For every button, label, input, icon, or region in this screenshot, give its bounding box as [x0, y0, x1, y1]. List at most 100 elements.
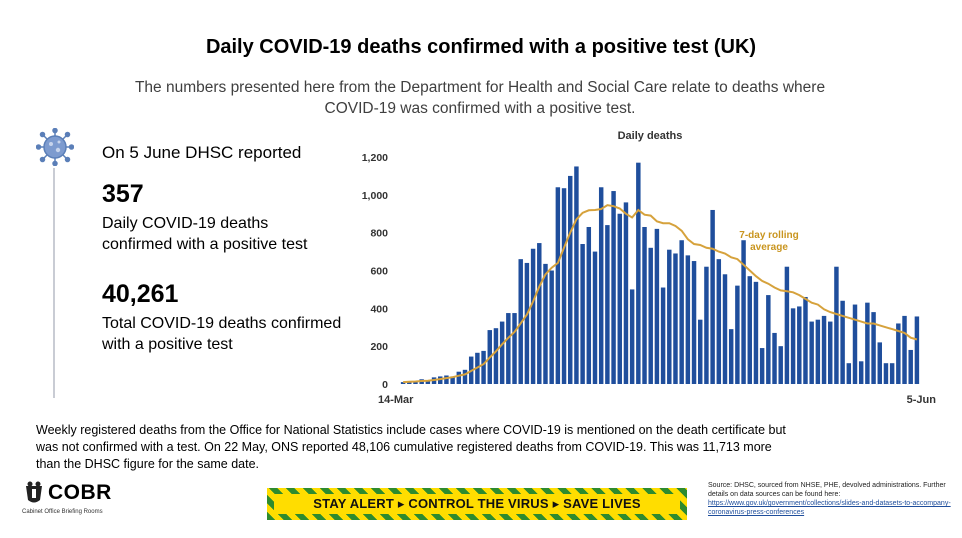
crest-icon	[26, 481, 42, 503]
bar	[444, 375, 449, 384]
x-end-label: 5-Jun	[907, 394, 937, 406]
bar	[598, 187, 604, 384]
bar	[809, 321, 814, 384]
source-note: Source: DHSC, sourced from NHSE, PHE, de…	[708, 481, 958, 517]
source-link[interactable]: https://www.gov.uk/government/collection…	[708, 500, 951, 516]
bar	[537, 243, 542, 384]
bar	[654, 228, 660, 384]
bar	[648, 247, 653, 384]
bar	[574, 166, 579, 384]
bar	[450, 376, 455, 384]
bar	[530, 248, 536, 384]
bar	[716, 259, 722, 384]
y-tick-label: 200	[370, 341, 388, 353]
bar	[592, 251, 598, 384]
bar	[642, 226, 647, 384]
bar	[555, 187, 561, 384]
rolling-average-line	[403, 204, 918, 384]
stats-intro: On 5 June DHSC reported	[102, 143, 302, 162]
bar	[772, 332, 777, 384]
bar	[753, 281, 759, 384]
bar	[840, 300, 845, 384]
logo-text: COBR	[48, 481, 112, 504]
total-deaths-value: 40,261	[102, 280, 179, 308]
cobr-logo: COBR Cabinet Office Briefing Rooms	[22, 480, 132, 525]
bar	[896, 323, 901, 384]
bar	[735, 285, 740, 384]
bar	[456, 371, 462, 384]
page-title: Daily COVID-19 deaths confirmed with a p…	[205, 36, 757, 58]
y-tick-label: 1,000	[362, 190, 388, 202]
y-tick-label: 600	[370, 266, 388, 278]
bar	[741, 240, 746, 384]
bar	[691, 261, 697, 384]
bar	[722, 274, 728, 384]
bar	[506, 313, 511, 384]
bar	[679, 240, 684, 384]
chart-title: Daily deaths	[618, 130, 683, 142]
bar	[623, 202, 629, 384]
bar	[629, 289, 635, 384]
bar	[821, 315, 827, 384]
bar	[698, 319, 703, 384]
total-deaths-label: Total COVID-19 deaths confirmed with a p…	[102, 315, 342, 353]
bar	[499, 321, 505, 384]
bar	[710, 209, 715, 384]
bar	[493, 328, 499, 384]
bar	[790, 308, 796, 384]
bar	[543, 263, 548, 384]
bar	[778, 346, 783, 384]
bar	[759, 348, 765, 384]
average-annotation-line2: average	[750, 242, 788, 253]
bar	[617, 213, 622, 384]
bar	[797, 306, 802, 384]
bar	[908, 349, 913, 384]
bar	[462, 369, 468, 384]
banner-text: STAY ALERT ▸ CONTROL THE VIRUS ▸ SAVE LI…	[274, 494, 680, 514]
average-annotation-line1: 7-day rolling	[739, 230, 798, 241]
bar	[766, 295, 771, 384]
bar	[400, 382, 406, 384]
y-tick-label: 400	[370, 303, 388, 315]
bar	[852, 304, 858, 384]
bar	[704, 266, 709, 384]
bar	[611, 191, 616, 384]
ons-footnote: Weekly registered deaths from the Office…	[36, 423, 786, 471]
bar	[568, 175, 573, 384]
bar	[877, 342, 882, 384]
daily-deaths-chart: Daily deaths 0 200 400 600 800 1,000 1,200 7-d…	[362, 130, 937, 406]
bar	[660, 287, 666, 384]
bar	[512, 313, 517, 384]
bar	[871, 312, 876, 384]
bar	[636, 162, 641, 384]
bar	[667, 249, 672, 384]
stay-alert-banner: STAY ALERT ▸ CONTROL THE VIRUS ▸ SAVE LI…	[267, 488, 687, 520]
bar	[425, 380, 431, 384]
divider-line	[53, 168, 55, 398]
virus-icon	[36, 128, 74, 166]
bar	[586, 226, 592, 384]
bar	[914, 316, 920, 384]
bar	[481, 350, 486, 384]
bar	[858, 361, 864, 384]
source-text: Source: DHSC, sourced from NHSE, PHE, de…	[708, 482, 946, 498]
page-subtitle: The numbers presented here from the Depa…	[134, 79, 826, 117]
bar	[561, 188, 567, 384]
bar	[846, 363, 852, 384]
bar	[747, 276, 752, 384]
bar	[438, 376, 443, 384]
y-tick-label: 1,200	[362, 152, 388, 164]
bar	[685, 255, 691, 384]
bar	[902, 315, 907, 384]
bar	[889, 363, 895, 384]
daily-deaths-label: Daily COVID-19 deaths confirmed with a p…	[102, 215, 308, 253]
bar	[834, 266, 839, 384]
y-tick-label: 0	[382, 379, 388, 391]
bar	[673, 253, 678, 384]
bar	[784, 266, 790, 384]
x-start-label: 14-Mar	[378, 394, 414, 406]
bar	[549, 270, 554, 384]
bar	[413, 381, 418, 384]
logo-subtitle: Cabinet Office Briefing Rooms	[22, 509, 103, 515]
bar	[728, 329, 734, 384]
